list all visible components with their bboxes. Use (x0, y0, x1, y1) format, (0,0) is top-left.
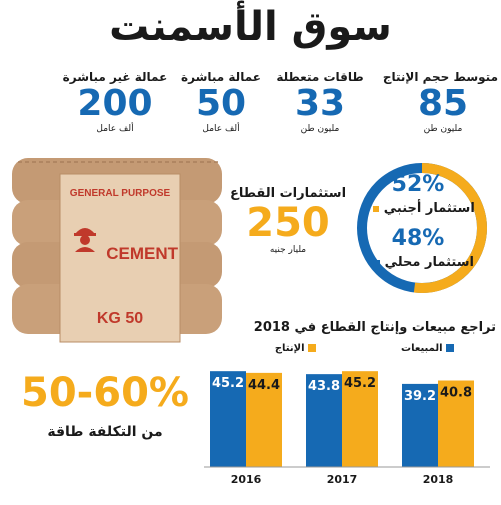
stat-indirect-labor: عمالة غير مباشرة 200 ألف عامل (55, 70, 175, 134)
bag-weight: 50 KG (96, 310, 144, 327)
stat-value: 200 (77, 83, 153, 124)
sales-bar (210, 371, 246, 467)
investment-unit: مليار جنيه (269, 245, 307, 255)
bag-brand: GENERAL PURPOSE (69, 188, 171, 199)
stat-label: عمالة مباشرة (181, 70, 261, 84)
stat-unit: مليون طن (300, 124, 340, 134)
production-value-label: 45.2 (344, 376, 376, 391)
stat-unit: ألف عامل (202, 124, 240, 134)
stat-label: متوسط حجم الإنتاج (382, 70, 498, 84)
investment-value: 250 (246, 200, 330, 246)
stat-label: طاقات متعطلة (276, 70, 364, 84)
sales-value-label: 45.2 (212, 376, 244, 391)
sales-bar (402, 383, 438, 467)
page-title: سوق الأسمنت (109, 4, 392, 50)
local-label-text: استثمار محلي (384, 255, 474, 270)
donut-foreign-arc (413, 163, 487, 293)
foreign-pct: 52% (391, 172, 445, 197)
production-value-label: 44.4 (248, 378, 280, 393)
local-label: استثمار محلي (368, 255, 480, 270)
legend-production-label: الإنتاج (274, 343, 305, 354)
stat-label: عمالة غير مباشرة (62, 70, 168, 84)
legend-production-swatch (308, 344, 316, 352)
cost-value: 50-60% (20, 370, 189, 416)
production-bar (438, 380, 474, 467)
production-value-label: 40.8 (440, 386, 472, 401)
production-bar (246, 372, 282, 467)
year-tick-label: 2017 (327, 473, 358, 486)
legend-sales: المبيعات (401, 343, 454, 354)
worker-icon (74, 228, 96, 252)
investment-donut (357, 163, 487, 293)
stat-value: 85 (417, 83, 469, 124)
foreign-label: استثمار أجنبي (368, 201, 480, 216)
chart-title: تراجع مبيعات وإنتاج القطاع في 2018 (253, 320, 496, 335)
stat-unit: مليون طن (423, 124, 463, 134)
legend-sales-swatch (446, 344, 454, 352)
stat-value: 33 (294, 83, 346, 124)
sales-value-label: 43.8 (308, 379, 340, 394)
bag-name: CEMENT (106, 244, 178, 263)
local-pct: 48% (391, 226, 445, 251)
cement-bag-illustration (12, 158, 222, 343)
chart-legend: المبيعات الإنتاج (236, 343, 466, 357)
stat-idle-capacity: طاقات متعطلة 33 مليون طن (270, 70, 370, 134)
local-swatch (374, 259, 381, 266)
year-tick-label: 2016 (231, 473, 262, 486)
stat-value: 50 (195, 83, 247, 124)
production-bar (342, 371, 378, 467)
stat-unit: ألف عامل (96, 124, 134, 134)
investment-block: استثمارات القطاع 250 مليار جنيه (228, 186, 348, 255)
legend-production: الإنتاج (275, 343, 316, 354)
cost-label: من التكلفة طاقة (47, 424, 163, 440)
stat-direct-labor: عمالة مباشرة 50 ألف عامل (176, 70, 266, 134)
stat-production: متوسط حجم الإنتاج 85 مليون طن (382, 70, 498, 134)
sales-value-label: 39.2 (404, 389, 436, 404)
year-tick-label: 2018 (423, 473, 454, 486)
sales-bar (306, 374, 342, 467)
bag-label-panel (60, 174, 180, 342)
investment-label: استثمارات القطاع (229, 186, 347, 201)
legend-sales-label: المبيعات (401, 343, 443, 354)
foreign-label-text: استثمار أجنبي (383, 201, 475, 216)
foreign-swatch (373, 205, 380, 212)
sales-production-bar-chart: 45.2 44.4 2016 43.8 45.2 2017 39.2 40.8 2018 (204, 371, 490, 486)
